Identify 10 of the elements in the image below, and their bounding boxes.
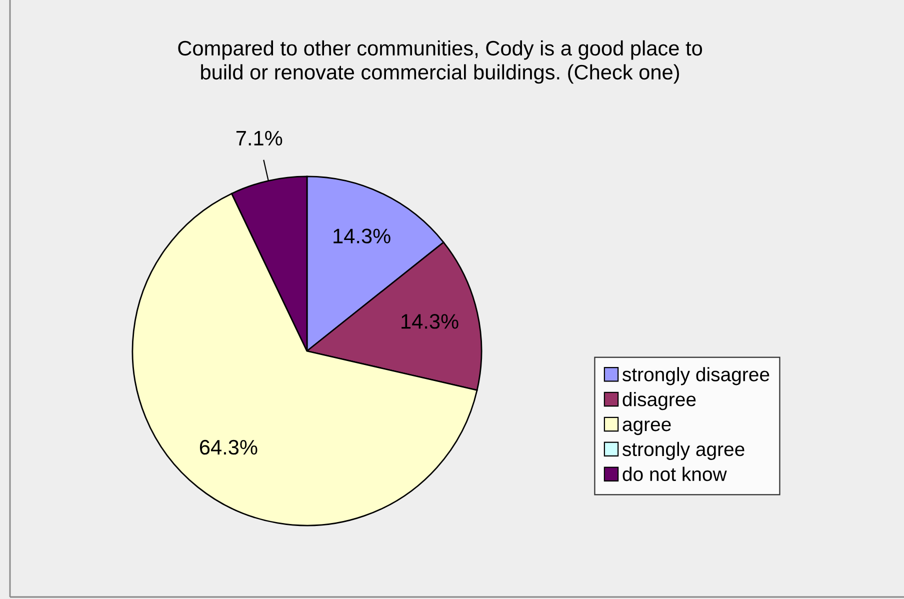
data-label: 64.3% bbox=[200, 440, 258, 455]
legend-label: agree bbox=[622, 420, 671, 436]
chart-title: Compared to other communities, Cody is a good place to build or renovate commercial buildings. (Check one) bbox=[178, 40, 702, 84]
data-label: 14.3% bbox=[402, 314, 458, 329]
legend-label: do not know bbox=[622, 466, 727, 482]
legend-label: disagree bbox=[622, 392, 696, 410]
legend-label: strongly agree bbox=[622, 442, 744, 460]
legend-label: strongly disagree bbox=[622, 367, 770, 386]
data-label: 7.1% bbox=[236, 130, 282, 146]
data-label: 14.3% bbox=[334, 228, 390, 244]
